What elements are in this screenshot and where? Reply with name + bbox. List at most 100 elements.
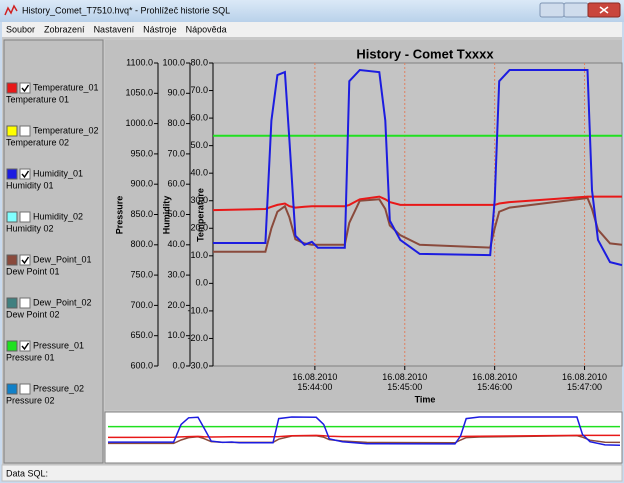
legend-checkbox[interactable] — [19, 125, 31, 137]
title-bar — [0, 0, 624, 22]
y-tick-label: -20.0 — [187, 333, 208, 343]
legend-checkbox[interactable] — [19, 211, 31, 223]
y2-tick-label: 30.0 — [167, 269, 185, 279]
legend-description: Temperature 02 — [6, 137, 69, 147]
legend-checkbox[interactable] — [19, 254, 31, 266]
legend-name: Dew_Point_01 — [33, 254, 92, 264]
menu-item[interactable]: Nastavení — [94, 24, 135, 34]
series-line — [213, 68, 623, 267]
y-tick-label: -30.0 — [187, 360, 208, 370]
temperature-axis-title: Temperature — [195, 188, 205, 242]
menu-item[interactable]: Nástroje — [143, 24, 177, 34]
y2-tick-label: 80.0 — [167, 118, 185, 128]
y2-tick-label: 20.0 — [167, 300, 185, 310]
x-tick-label: 16.08.2010 15:45:00 — [382, 372, 428, 392]
menu-item[interactable]: Nápověda — [186, 24, 227, 34]
y-tick-label: 80.0 — [190, 57, 208, 67]
check-mark — [21, 342, 30, 351]
y-tick-label: 10.0 — [190, 250, 208, 260]
y3-tick-label: 650.0 — [130, 330, 153, 340]
legend-checkbox[interactable] — [19, 297, 31, 309]
check-mark — [21, 84, 30, 93]
x-tick-label: 16.08.2010 15:47:00 — [562, 372, 608, 392]
y2-tick-label: 70.0 — [167, 148, 185, 158]
y3-tick-label: 750.0 — [130, 269, 153, 279]
legend-name: Temperature_02 — [33, 125, 99, 135]
y-tick-label: 60.0 — [190, 112, 208, 122]
navigator-line — [108, 416, 621, 447]
x-tick-label: 16.08.2010 15:46:00 — [472, 372, 518, 392]
y-tick-label: -10.0 — [187, 305, 208, 315]
y3-tick-label: 900.0 — [130, 179, 153, 189]
legend-description: Dew Point 01 — [6, 266, 60, 276]
legend-swatch — [6, 125, 18, 137]
app-icon — [4, 4, 18, 16]
legend-swatch — [6, 297, 18, 309]
legend-description: Pressure 01 — [6, 352, 55, 362]
check-mark — [21, 170, 30, 179]
legend-description: Temperature 01 — [6, 94, 69, 104]
y3-tick-label: 600.0 — [130, 360, 153, 370]
close-icon — [599, 6, 609, 14]
series-line — [212, 195, 622, 212]
navigator-line — [107, 434, 620, 439]
legend-swatch — [6, 211, 18, 223]
y-tick-label: 40.0 — [190, 168, 208, 178]
series-line — [213, 196, 623, 253]
legend-checkbox[interactable] — [19, 82, 31, 94]
legend-checkbox[interactable] — [19, 168, 31, 180]
menu-item[interactable]: Soubor — [6, 24, 35, 34]
humidity-axis-title: Humidity — [161, 196, 171, 235]
legend-name: Pressure_02 — [33, 383, 84, 393]
legend-swatch — [6, 82, 18, 94]
y2-tick-label: 0.0 — [172, 360, 185, 370]
y-tick-label: 70.0 — [190, 85, 208, 95]
y2-tick-label: 40.0 — [167, 239, 185, 249]
legend-description: Humidity 01 — [6, 180, 54, 190]
y-tick-label: 30.0 — [190, 195, 208, 205]
check-mark — [21, 256, 30, 265]
y3-tick-label: 850.0 — [130, 209, 153, 219]
legend-swatch — [6, 383, 18, 395]
minimize-button[interactable] — [539, 2, 565, 18]
y3-tick-label: 700.0 — [130, 300, 153, 310]
legend-name: Humidity_01 — [33, 168, 83, 178]
legend-checkbox[interactable] — [19, 383, 31, 395]
y3-tick-label: 1000.0 — [125, 118, 153, 128]
legend-name: Temperature_01 — [33, 82, 99, 92]
legend-swatch — [6, 340, 18, 352]
y-tick-label: 20.0 — [190, 223, 208, 233]
x-axis-title: Time — [415, 394, 436, 404]
legend-checkbox[interactable] — [19, 340, 31, 352]
y-tick-label: 0.0 — [195, 278, 208, 288]
legend-name: Humidity_02 — [33, 211, 83, 221]
maximize-button[interactable] — [563, 2, 589, 18]
y3-tick-label: 1050.0 — [125, 88, 153, 98]
legend-description: Humidity 02 — [6, 223, 54, 233]
plot-area — [212, 62, 623, 367]
chart-title: History - Comet Txxxx — [356, 46, 494, 61]
y3-tick-label: 950.0 — [130, 148, 153, 158]
legend-swatch — [6, 254, 18, 266]
legend-description: Pressure 02 — [6, 395, 55, 405]
y3-tick-label: 800.0 — [130, 239, 153, 249]
menu-item[interactable]: Zobrazení — [44, 24, 85, 34]
status-bar — [1, 464, 623, 482]
legend-swatch — [6, 168, 18, 180]
y-tick-label: 50.0 — [190, 140, 208, 150]
menu-bar — [2, 22, 622, 37]
y2-tick-label: 60.0 — [167, 179, 185, 189]
y2-tick-label: 50.0 — [167, 209, 185, 219]
legend-description: Dew Point 02 — [6, 309, 60, 319]
y2-tick-label: 10.0 — [167, 330, 185, 340]
y2-tick-label: 90.0 — [167, 88, 185, 98]
y3-tick-label: 1100.0 — [126, 57, 153, 67]
window-title: History_Comet_T7510.hvq* - Prohlížeč his… — [22, 5, 230, 15]
legend-name: Pressure_01 — [33, 340, 84, 350]
x-tick-label: 16.08.2010 15:44:00 — [292, 372, 338, 392]
legend-name: Dew_Point_02 — [33, 297, 92, 307]
y2-tick-label: 100.0 — [162, 57, 185, 67]
status-text: Data SQL: — [6, 468, 48, 478]
